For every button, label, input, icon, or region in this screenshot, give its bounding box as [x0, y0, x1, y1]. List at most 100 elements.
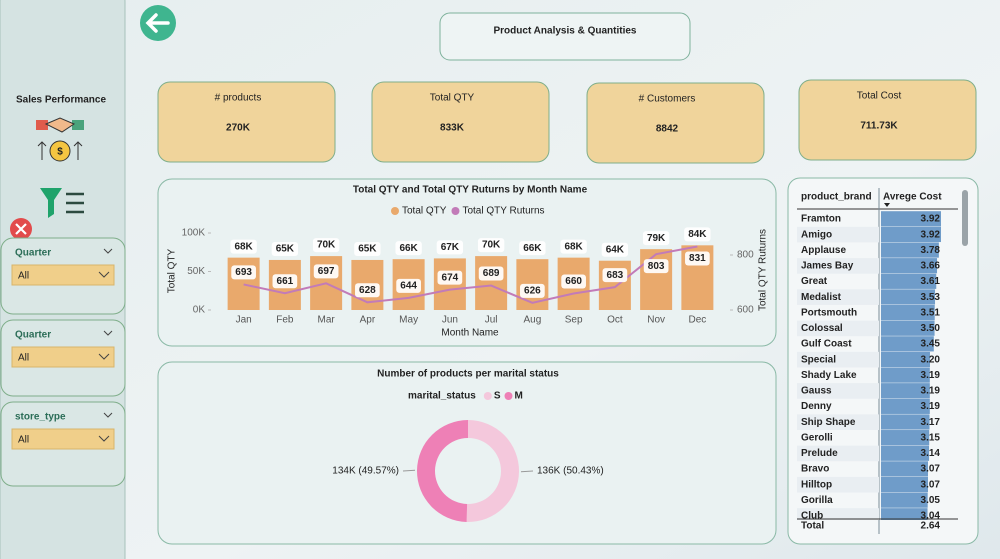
line-label-box: [231, 265, 256, 280]
brand-cell: Ship Shape: [801, 417, 856, 428]
leader-line: [520, 470, 534, 473]
line-label-box: [437, 270, 463, 285]
filter-collapse[interactable]: [103, 412, 113, 418]
dropdown[interactable]: [11, 346, 115, 368]
data-label: 134K (49.57%): [332, 466, 399, 477]
bar-label-box: [684, 227, 711, 242]
cost-cell: 3.45: [921, 339, 941, 350]
filter-icon[interactable]: [40, 188, 84, 218]
x-tick-label: Nov: [647, 315, 665, 326]
cost-cell: 3.07: [921, 479, 941, 490]
page-title: Product Analysis & Quantities: [494, 26, 637, 37]
bar-label: 66K: [519, 241, 546, 256]
cost-cell: 3.53: [921, 292, 941, 303]
bar-label: 68K: [560, 239, 587, 254]
brand-cell: Club: [801, 511, 823, 522]
line-label: 626: [520, 283, 545, 298]
brand-cell: Great: [801, 276, 828, 287]
cost-cell: 3.66: [921, 261, 941, 272]
brand-cell: Gorilla: [801, 495, 833, 506]
donut-panel: [157, 361, 777, 545]
dropdown[interactable]: [11, 428, 115, 450]
cost-cell: 3.17: [921, 417, 941, 428]
line-label: 831: [685, 251, 710, 266]
line-label: 697: [313, 264, 339, 279]
x-tick-label: Aug: [523, 315, 541, 326]
bar: [598, 260, 631, 310]
row-band: [797, 508, 879, 520]
data-bar: [881, 430, 930, 446]
total-label: Total: [801, 521, 824, 532]
line-label-box: [355, 283, 380, 298]
line-label-text: 803: [648, 261, 665, 272]
bar-label-text: 67K: [441, 242, 460, 253]
dropdown-chevron: [98, 271, 110, 278]
filter-label: store_type: [15, 412, 66, 423]
dropdown[interactable]: [11, 264, 115, 286]
bar-label-box: [354, 241, 381, 256]
brand-cell: Colossal: [801, 323, 843, 334]
bar-label-box: [560, 239, 587, 254]
legend-swatch: [451, 207, 460, 215]
data-bar: [881, 367, 930, 383]
row-band: [797, 445, 879, 462]
kpi-card: [798, 79, 977, 161]
cost-cell: 3.07: [921, 464, 941, 475]
line-label-box: [313, 264, 339, 279]
back-button[interactable]: [140, 5, 176, 41]
x-tick-label: May: [399, 315, 418, 326]
handshake-icon: $: [36, 117, 84, 162]
cost-cell: 3.78: [921, 245, 941, 256]
kpi-value: 270K: [226, 123, 251, 134]
data-label: 136K (50.43%): [537, 466, 604, 477]
x-tick-label: Apr: [360, 315, 376, 326]
row-band: [797, 476, 879, 493]
svg-text:$: $: [57, 147, 63, 158]
cost-cell: 3.04: [921, 511, 941, 522]
cost-cell: 3.92: [921, 229, 941, 240]
x-tick-label: Jan: [236, 315, 252, 326]
bar-label-box: [312, 238, 340, 253]
x-tick-label: Feb: [276, 315, 294, 326]
line-label-text: 644: [400, 281, 417, 292]
dropdown-value: All: [18, 435, 29, 446]
line-label-text: 697: [318, 266, 335, 277]
brand-cell: Framton: [801, 214, 841, 225]
line-label: 644: [396, 278, 421, 293]
cost-cell: 3.92: [921, 214, 941, 225]
line-label-box: [685, 251, 710, 266]
bar: [475, 256, 508, 310]
kpi-label: # products: [215, 93, 262, 104]
data-bar: [881, 398, 930, 414]
bar-label-text: 65K: [276, 244, 295, 255]
bar-label-box: [230, 239, 257, 254]
line-label: 674: [437, 270, 463, 285]
brand-cell: Applause: [801, 245, 846, 256]
dropdown-value: All: [18, 353, 29, 364]
bar-label-box: [477, 238, 505, 253]
brand-cell: Special: [801, 354, 836, 365]
kpi-value: 8842: [656, 124, 679, 135]
line-label-text: 628: [359, 285, 376, 296]
line-label-text: 661: [277, 276, 294, 287]
y2-tick-label: 800: [737, 250, 754, 261]
scrollbar[interactable]: [962, 190, 968, 246]
legend-label: S: [494, 391, 501, 402]
x-axis-title: Month Name: [441, 328, 499, 339]
line-label-box: [478, 266, 504, 281]
legend-title: marital_status: [408, 391, 476, 402]
y-tick-label: 0K: [193, 305, 206, 316]
data-bar: [881, 414, 930, 430]
brand-cell: Amigo: [801, 229, 832, 240]
bar-label-text: 66K: [523, 243, 542, 254]
filter-collapse[interactable]: [103, 248, 113, 254]
line-label-box: [602, 268, 628, 283]
line-label-box: [520, 283, 545, 298]
close-button[interactable]: [10, 218, 32, 240]
row-band: [797, 351, 879, 368]
brand-cell: Gerolli: [801, 432, 833, 443]
kpi-value: 833K: [440, 123, 465, 134]
filter-collapse[interactable]: [103, 330, 113, 336]
